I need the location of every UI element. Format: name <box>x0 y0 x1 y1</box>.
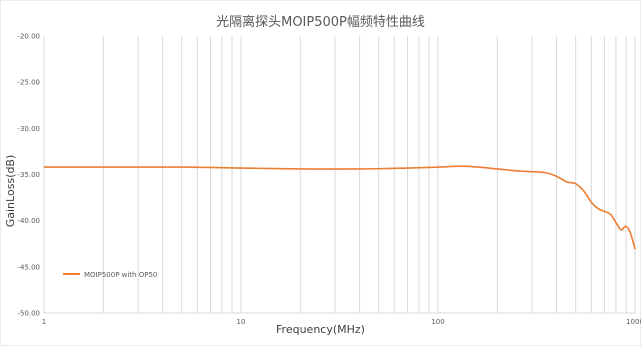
series-line <box>44 165 636 250</box>
chart-title: 光隔离探头MOIP500P幅频特性曲线 <box>216 14 425 30</box>
y-tick-label: -25.00 <box>17 79 40 87</box>
y-tick-label: -45.00 <box>17 263 40 271</box>
y-tick-label: -35.00 <box>17 171 40 179</box>
x-tick-label: 10 <box>237 318 246 326</box>
x-tick-label: 1 <box>42 318 46 326</box>
tick-labels: -20.00 -25.00 -30.00 -35.00 -40.00 -45.00 -50.… <box>17 33 641 327</box>
grid-lines <box>43 36 636 314</box>
y-tick-label: -30.00 <box>17 125 40 133</box>
legend: MOIP500P with OP50 <box>63 271 157 279</box>
x-tick-label: 100 <box>431 318 444 326</box>
y-tick-label: -50.00 <box>17 310 40 318</box>
legend-label: MOIP500P with OP50 <box>84 271 157 279</box>
y-tick-label: -20.00 <box>17 33 40 41</box>
x-axis-label: Frequency(MHz) <box>276 323 365 336</box>
series-layer <box>44 165 636 250</box>
y-axis-label: GainLoss(dB) <box>4 155 17 228</box>
x-tick-label: 1000 <box>626 318 641 326</box>
y-tick-label: -40.00 <box>17 217 40 225</box>
